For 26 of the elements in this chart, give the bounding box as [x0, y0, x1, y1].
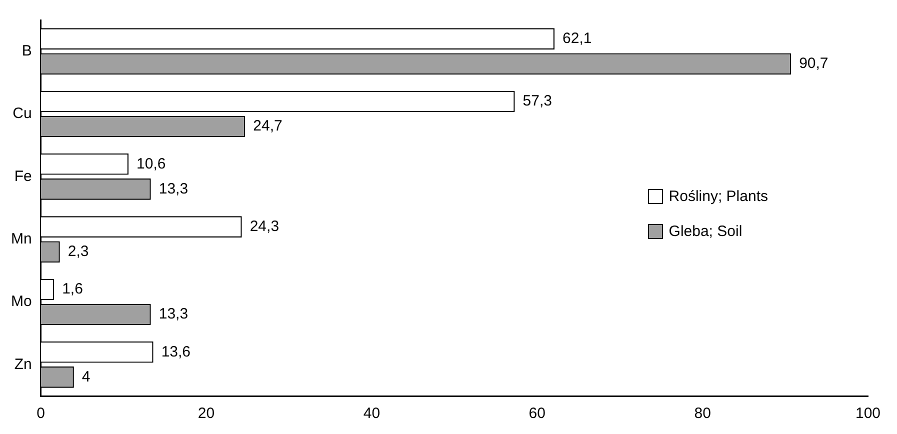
data-label: 13,3: [158, 180, 188, 198]
data-label: 24,3: [250, 218, 280, 235]
data-label: 1,6: [62, 280, 83, 298]
legend-label: Gleba; Soil: [668, 223, 742, 240]
data-label: 13,6: [161, 343, 191, 360]
y-tick-label: Mn: [10, 230, 32, 248]
data-label: 57,3: [522, 92, 552, 110]
text: Rośliny; Plants: [668, 188, 768, 205]
y-tick-label: Cu: [12, 105, 32, 122]
x-tick-label: 0: [36, 405, 46, 422]
x-tick-label: 100: [855, 405, 881, 422]
y-tick-label: Mo: [10, 293, 32, 310]
data-label: 62,1: [562, 30, 592, 47]
y-tick-label: Fe: [14, 168, 32, 185]
data-label: 4: [82, 368, 90, 386]
data-label: 10,6: [136, 155, 166, 172]
data-label: 2,3: [68, 243, 89, 260]
data-label: 90,7: [799, 55, 828, 72]
y-tick-label: Zn: [14, 356, 32, 373]
x-tick-label: 80: [694, 405, 711, 422]
data-label: 13,3: [158, 306, 188, 323]
data-label: 24,7: [253, 118, 282, 135]
y-tick-label: B: [22, 42, 32, 60]
x-tick-label: 40: [363, 405, 380, 422]
x-tick-label: 20: [198, 405, 215, 422]
x-tick-label: 60: [528, 405, 546, 422]
